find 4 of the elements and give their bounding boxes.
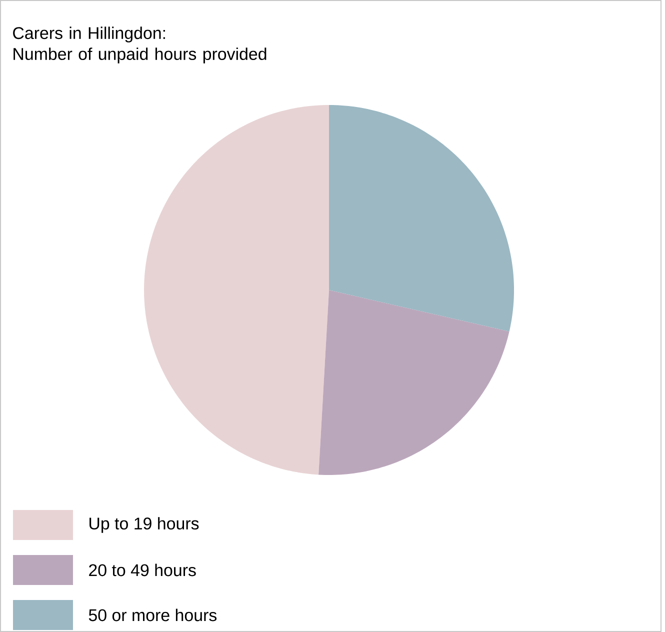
chart-title: Carers in Hillingdon: Number of unpaid hours provided <box>13 26 266 64</box>
legend-label: 20 to 49 hours <box>89 564 196 576</box>
legend-label: Up to 19 hours <box>90 517 199 533</box>
legend-label: 50 or more hours <box>88 608 217 622</box>
